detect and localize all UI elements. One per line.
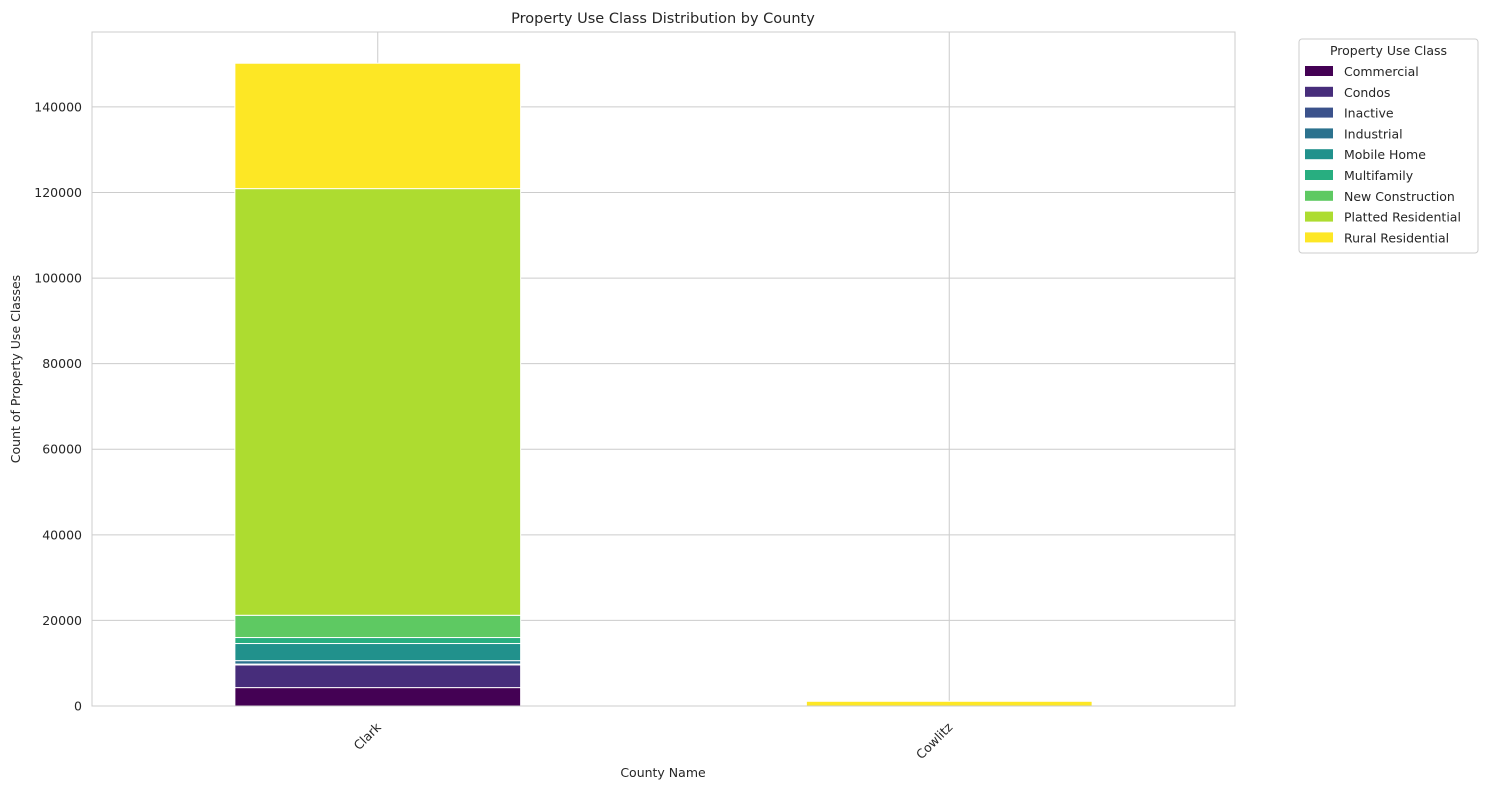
bar-segment xyxy=(234,62,522,190)
legend-swatch xyxy=(1305,211,1333,222)
y-tick-label: 60000 xyxy=(42,442,82,457)
bars xyxy=(234,62,1093,707)
legend-title: Property Use Class xyxy=(1330,43,1447,58)
bar-segment xyxy=(234,188,522,616)
bar-segment xyxy=(805,700,1093,707)
x-tick-label: Clark xyxy=(350,719,384,753)
y-tick-labels: 0 20000 40000 60000 80000 100000 120000 140000 xyxy=(34,99,82,713)
legend-swatch xyxy=(1305,149,1333,160)
bar-segment xyxy=(234,614,522,639)
x-axis-label: County Name xyxy=(620,765,706,780)
bar-segment xyxy=(234,643,522,662)
y-tick-label: 80000 xyxy=(42,356,82,371)
x-tick-labels: Clark Cowlitz xyxy=(350,719,955,762)
chart-title: Property Use Class Distribution by Count… xyxy=(511,11,815,27)
plot-frame xyxy=(91,31,1236,707)
legend-label: Industrial xyxy=(1344,126,1403,141)
legend-swatch xyxy=(1305,128,1333,139)
legend-swatch xyxy=(1305,107,1333,118)
x-tick-label: Cowlitz xyxy=(913,719,956,762)
legend-label: Commercial xyxy=(1344,64,1419,79)
legend-label: Inactive xyxy=(1344,106,1394,121)
y-tick-label: 120000 xyxy=(34,185,82,200)
legend-swatch xyxy=(1305,232,1333,243)
legend-label: Condos xyxy=(1344,85,1390,100)
legend-swatch xyxy=(1305,86,1333,97)
bar-segment xyxy=(234,664,522,689)
bar-segment xyxy=(234,637,522,645)
y-tick-label: 20000 xyxy=(42,613,82,628)
legend-box xyxy=(1298,38,1479,254)
legend: Property Use Class Commercial Condos Inact… xyxy=(1298,38,1479,254)
bar-segment xyxy=(234,660,522,665)
legend-swatch xyxy=(1305,66,1333,76)
y-axis-label: Count of Property Use Classes xyxy=(8,275,23,463)
bar-segment xyxy=(234,687,522,707)
legend-swatch xyxy=(1305,170,1333,180)
legend-label: Rural Residential xyxy=(1344,230,1449,245)
legend-label: Multifamily xyxy=(1344,168,1414,183)
legend-swatch xyxy=(1305,190,1333,201)
y-tick-label: 40000 xyxy=(42,527,82,542)
legend-label: Mobile Home xyxy=(1344,147,1426,162)
legend-label: New Construction xyxy=(1344,189,1455,204)
y-tick-label: 0 xyxy=(74,699,82,714)
y-tick-label: 100000 xyxy=(34,271,82,286)
y-tick-label: 140000 xyxy=(34,99,82,114)
legend-label: Platted Residential xyxy=(1344,210,1461,225)
